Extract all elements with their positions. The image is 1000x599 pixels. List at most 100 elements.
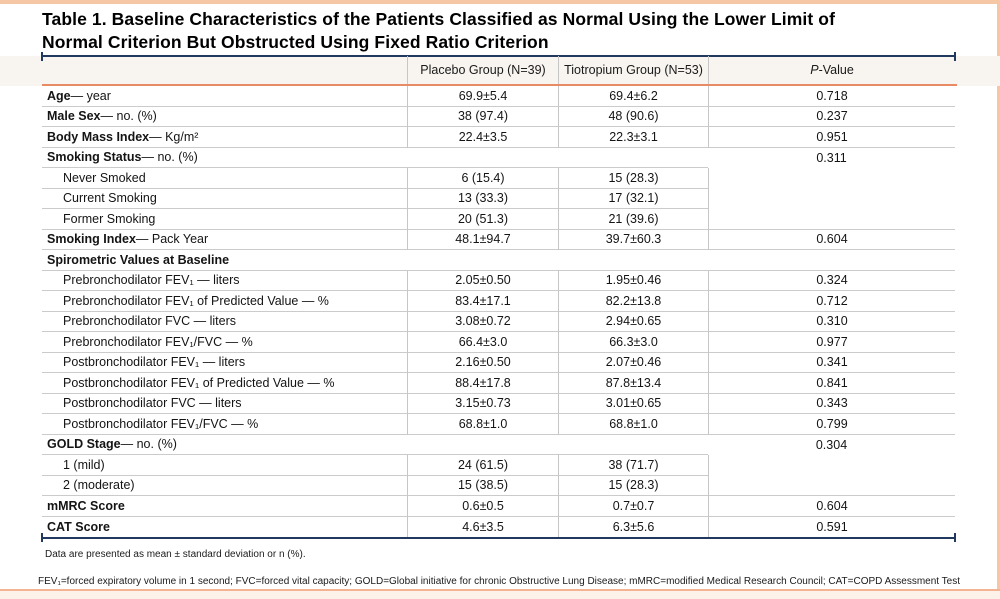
table-row-post-fev1-fvc: Postbronchodilator FEV₁/FVC — % 68.8±1.0… [42,414,955,435]
table-row-pre-fev1: Prebronchodilator FEV₁ — liters 2.05±0.5… [42,270,955,291]
row-label: Postbronchodilator FEV₁/FVC — % [42,414,407,435]
cell-pvalue [708,455,955,476]
cell-pvalue: 0.341 [708,352,955,373]
row-label: Postbronchodilator FEV₁ of Predicted Val… [42,373,407,394]
right-border [997,0,1000,599]
cell-tiotropium: 2.07±0.46 [558,352,708,373]
footnote-presentation: Data are presented as mean ± standard de… [45,549,306,560]
cell-pvalue: 0.977 [708,332,955,353]
cell-tiotropium: 66.3±3.0 [558,332,708,353]
cell-tiotropium: 68.8±1.0 [558,414,708,435]
baseline-characteristics-table: Age — year 69.9±5.4 69.4±6.2 0.718 Male … [42,86,955,537]
row-label: Prebronchodilator FEV₁ — liters [42,271,407,291]
table-row-mmrc: mMRC Score 0.6±0.5 0.7±0.7 0.604 [42,496,955,517]
cell-placebo: 69.9±5.4 [407,86,558,107]
row-label: CAT Score [47,519,110,534]
row-label: Body Mass Index — Kg/m² [42,127,407,148]
table-row-gold-stage: GOLD Stage — no. (%) 0.304 [42,435,955,455]
cell-pvalue [708,168,955,189]
header-col-placebo: Placebo Group (N=39) [407,56,558,84]
cell-tiotropium: 17 (32.1) [558,188,708,209]
cell-pvalue [708,209,955,230]
row-label: 2 (moderate) [42,476,407,496]
table-row-post-fev1-predicted: Postbronchodilator FEV₁ of Predicted Val… [42,373,955,394]
row-label: Postbronchodilator FVC — liters [42,394,407,414]
cell-pvalue: 0.951 [708,127,955,148]
row-label: mMRC Score [42,496,407,517]
top-border [0,0,1000,4]
cell-pvalue: 0.343 [708,393,955,414]
cell-tiotropium [558,148,708,168]
header-col-characteristic [42,56,407,84]
cell-pvalue [708,250,955,271]
row-label: GOLD Stage — no. (%) [42,435,407,455]
cell-tiotropium: 39.7±60.3 [558,229,708,250]
cell-pvalue: 0.799 [708,414,955,435]
table-row-current-smoking: Current Smoking 13 (33.3) 17 (32.1) [42,188,955,209]
cell-tiotropium: 3.01±0.65 [558,393,708,414]
header-row: Placebo Group (N=39) Tiotropium Group (N… [42,56,955,84]
table-row-age: Age — year 69.9±5.4 69.4±6.2 0.718 [42,86,955,107]
bottom-rule-right-tick [954,533,956,542]
cell-tiotropium: 1.95±0.46 [558,270,708,291]
top-rule [42,55,955,57]
row-label: Age — year [42,86,407,107]
cell-tiotropium: 48 (90.6) [558,106,708,127]
row-label: Postbronchodilator FEV₁ — liters [42,353,407,373]
row-label: Never Smoked [42,168,407,189]
cell-placebo: 24 (61.5) [407,455,558,476]
cell-placebo: 68.8±1.0 [407,414,558,435]
cell-placebo [407,435,558,455]
table-row-bmi: Body Mass Index — Kg/m² 22.4±3.5 22.3±3.… [42,127,955,148]
cell-tiotropium [558,435,708,455]
row-label: Former Smoking [42,209,407,230]
header-band [0,56,1000,86]
table-row-spirometric-header: Spirometric Values at Baseline [42,250,955,271]
table-row-cat: CAT Score 4.6±3.5 6.3±5.6 0.591 [42,516,955,537]
cell-tiotropium: 15 (28.3) [558,475,708,496]
cell-placebo: 3.08±0.72 [407,311,558,332]
table-row-gold-1-mild: 1 (mild) 24 (61.5) 38 (71.7) [42,455,955,476]
bottom-rule-left-tick [41,533,43,542]
table-row-smoking-index: Smoking Index — Pack Year 48.1±94.7 39.7… [42,229,955,250]
table-title-line1: Table 1. Baseline Characteristics of the… [42,9,836,29]
row-label: Prebronchodilator FVC — liters [42,312,407,332]
cell-pvalue: 0.604 [708,229,955,250]
cell-pvalue: 0.324 [708,270,955,291]
cell-pvalue: 0.304 [815,437,848,452]
row-label: 1 (mild) [42,455,407,476]
table-row-pre-fvc: Prebronchodilator FVC — liters 3.08±0.72… [42,311,955,332]
row-label: Prebronchodilator FEV₁ of Predicted Valu… [42,291,407,312]
table-row-pre-fev1-predicted: Prebronchodilator FEV₁ of Predicted Valu… [42,291,955,312]
cell-pvalue [708,475,955,496]
table-row-never-smoked: Never Smoked 6 (15.4) 15 (28.3) [42,168,955,189]
cell-placebo: 15 (38.5) [407,475,558,496]
cell-tiotropium: 87.8±13.4 [558,373,708,394]
pvalue-italic-p: P [810,63,819,77]
header-col-tiotropium: Tiotropium Group (N=53) [558,56,708,84]
cell-tiotropium: 2.94±0.65 [558,311,708,332]
row-label: Male Sex — no. (%) [42,107,407,127]
cell-placebo: 13 (33.3) [407,188,558,209]
row-label: Current Smoking [42,189,407,209]
cell-pvalue: 0.237 [708,106,955,127]
table-row-smoking-status: Smoking Status — no. (%) 0.311 [42,148,955,168]
cell-placebo: 2.16±0.50 [407,352,558,373]
row-label: Smoking Status — no. (%) [42,148,407,168]
cell-placebo: 48.1±94.7 [407,229,558,250]
cell-pvalue: 0.604 [708,496,955,517]
cell-tiotropium: 15 (28.3) [558,168,708,189]
pvalue-rest: -Value [818,63,854,77]
table-row-former-smoking: Former Smoking 20 (51.3) 21 (39.6) [42,209,955,230]
cell-placebo [407,250,558,271]
cell-placebo: 20 (51.3) [407,209,558,230]
cell-pvalue: 0.718 [708,86,955,107]
cell-placebo: 88.4±17.8 [407,373,558,394]
cell-placebo: 83.4±17.1 [407,291,558,312]
row-label: Spirometric Values at Baseline [42,250,407,271]
row-label: Prebronchodilator FEV₁/FVC — % [42,332,407,353]
cell-tiotropium: 69.4±6.2 [558,86,708,107]
cell-placebo: 22.4±3.5 [407,127,558,148]
table-row-pre-fev1-fvc: Prebronchodilator FEV₁/FVC — % 66.4±3.0 … [42,332,955,353]
